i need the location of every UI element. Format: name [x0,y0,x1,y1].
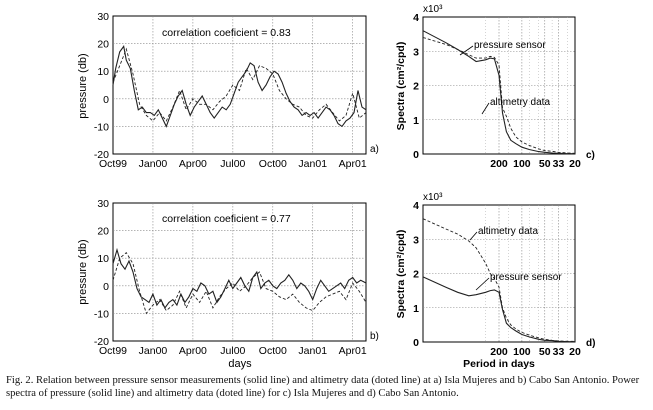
x-tick-label: Oct00 [259,345,287,357]
y-tick-label: -10 [94,121,109,133]
x-tick-label: 33 [553,158,565,170]
y-tick-label: 2 [413,269,419,281]
grid [423,17,575,154]
altimetry-data-annotation: altimetry data [490,97,550,108]
series-group [112,247,367,315]
x-tick-label: Jan01 [298,158,327,170]
y-tick-label: 2 [413,81,419,93]
plot-frame [112,202,367,342]
x-tick-label: Oct00 [259,158,287,170]
x-tick-label: 200 [490,346,508,358]
x-tick-label: 200 [490,158,508,170]
y-tick-label: 30 [97,11,109,23]
annotation-pointer [481,102,490,115]
pressure-sensor-annotation: pressure sensor [490,272,562,283]
y-tick-label: 0 [103,281,109,293]
y-tick-label: 4 [413,200,419,212]
ticks: 0 1 2 3 4 200 100 50 33 20 [413,12,581,170]
x-tick-label: 33 [553,346,565,358]
correlation-annotation: correlation coeficient = 0.77 [162,213,291,225]
series-line-dashed [422,37,576,154]
panel-c-spectra: 0 1 2 3 4 200 100 50 33 20 Spectra (cm²/cpd) x10³… [395,4,595,170]
grid [113,16,366,154]
series-line-dashed [112,47,367,122]
pressure-sensor-annotation: pressure sensor [474,40,546,51]
y-tick-label: 0 [103,94,109,106]
x-tick-label: Jul00 [220,158,245,170]
y-axis-label: Spectra (cm²/cpd) [395,42,407,131]
y-tick-label: 3 [413,234,419,246]
figure-caption: Fig. 2. Relation between pressure sensor… [6,375,640,399]
series-line-dashed [112,252,367,315]
y-tick-label: 0 [413,337,419,349]
y-axis-label: Spectra (cm²/cpd) [395,230,407,319]
grid [423,205,575,342]
ticks: 0 1 2 3 4 200 100 50 33 20 [413,200,581,358]
exponent-label: x10³ [423,4,443,15]
y-tick-label: 3 [413,46,419,58]
y-tick-label: 30 [97,198,109,210]
y-tick-label: -10 [94,308,109,320]
annotation-pointer [459,45,474,56]
ticks: -20 -10 0 10 20 30 Oct99 Jan00 Apr00 Jul00 Oct00 Ja… [94,11,367,170]
panel-label: d) [586,338,595,349]
x-tick-label: Apr01 [339,158,367,170]
panel-a-pressure-timeseries: -20 -10 0 10 20 30 Oct99 Jan00 Apr00 Jul00 Oct00 Ja… [77,11,379,170]
x-tick-label: Apr01 [339,345,367,357]
series-group [422,30,576,155]
panel-label: c) [586,150,595,161]
series-line-solid [112,247,367,309]
y-tick-label: -20 [94,149,109,161]
y-axis-label: pressure (db) [77,239,89,304]
y-tick-label: 20 [97,226,109,238]
x-tick-label: Oct99 [99,158,127,170]
x-tick-label: 50 [539,158,551,170]
x-tick-label: Jan00 [139,345,168,357]
x-tick-label: Oct99 [99,345,127,357]
annotation-pointer [469,231,478,241]
y-tick-label: 10 [97,66,109,78]
series-line-solid [422,276,575,343]
x-tick-label: 100 [513,158,531,170]
panel-b-pressure-timeseries: -20 -10 0 10 20 30 Oct99 Jan00 Apr00 Jul00 Oct00 Ja… [77,198,379,370]
series-line-solid [422,30,575,155]
series-line-solid [112,45,367,128]
y-tick-label: 10 [97,253,109,265]
x-tick-label: Apr00 [179,345,207,357]
x-axis-label: Period in days [463,358,535,370]
x-tick-label: Jan00 [139,158,168,170]
x-tick-label: 20 [569,346,581,358]
panel-label: a) [370,144,379,155]
series-group [112,45,367,128]
x-tick-label: 100 [513,346,531,358]
x-tick-label: 20 [569,158,581,170]
y-tick-label: -20 [94,336,109,348]
grid [113,203,366,341]
y-tick-label: 4 [413,12,419,24]
altimetry-data-annotation: altimetry data [478,226,538,237]
x-axis-label: days [228,358,252,370]
exponent-label: x10³ [423,192,443,203]
y-tick-label: 0 [413,149,419,161]
panel-label: b) [370,331,379,342]
y-tick-label: 1 [413,303,419,315]
y-axis-label: pressure (db) [77,53,89,118]
x-tick-label: 50 [539,346,551,358]
y-tick-label: 20 [97,39,109,51]
x-tick-label: Apr00 [179,158,207,170]
correlation-annotation: correlation coeficient = 0.83 [162,27,291,39]
annotation-pointer [475,277,490,291]
x-tick-label: Jan01 [298,345,327,357]
panel-d-spectra: 0 1 2 3 4 200 100 50 33 20 Spectra (cm²/cpd) x10³… [395,192,595,370]
ticks: -20 -10 0 10 20 30 Oct99 Jan00 Apr00 Jul00 Oct00 Ja… [94,198,367,357]
y-tick-label: 1 [413,115,419,127]
series-group [422,218,575,343]
x-tick-label: Jul00 [220,345,245,357]
